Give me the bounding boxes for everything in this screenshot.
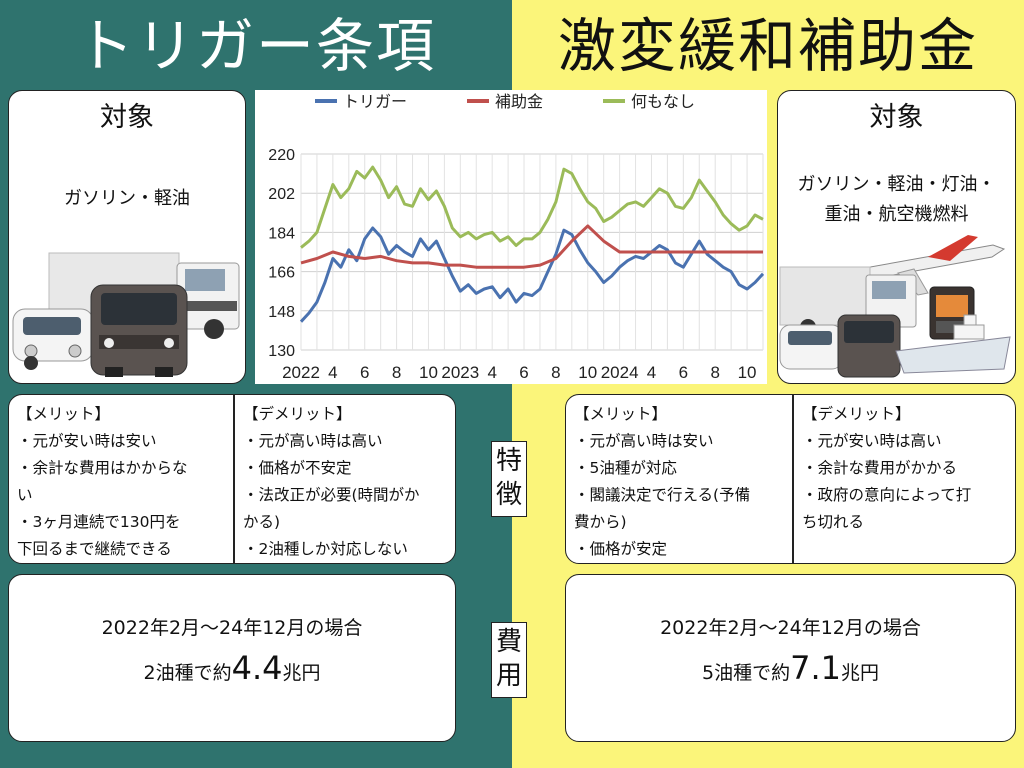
ship-image [895,314,1011,374]
left-merit-item: ・元が安い時は安い [17,432,157,450]
chart-series-line [299,226,765,323]
right-demerit-item: ・政府の意向によって打 [802,486,972,504]
right-merit-item: 費から) [574,513,627,531]
chart-x-tick-label: 4 [328,363,337,382]
left-merit-item: ・3ヶ月連続で130円を [17,513,181,531]
chart-legend-label: 補助金 [495,93,543,111]
right-target-heading: 対象 [869,102,924,133]
chart-x-tick-label: 8 [710,363,719,382]
trigger-clause-title: トリガー条項 [75,12,436,80]
dark-kei-car-image [90,284,188,377]
right-demerit-heading: 【デメリット】 [802,405,911,423]
dark-kei-car-image [837,314,901,378]
left-cost-card: 2022年2月〜24年12月の場合 2油種で約4.4兆円 [8,574,456,742]
chart-y-tick-label: 220 [268,147,295,164]
left-demerit-column: 【デメリット】 ・元が高い時は高い ・価格が不安定 ・法改正が必要(時間がか か… [235,395,455,563]
left-merits-card: 【メリット】 ・元が安い時は安い ・余計な費用はかからな い ・3ヶ月連続で13… [8,394,456,564]
right-vehicles-illustration [779,235,1011,378]
right-cost-suffix: 兆円 [840,662,879,684]
fuel-price-chart: 130 148 166 184 202 220 2022 4 6 8 10 2023 4 6 8 10 2024… [255,90,767,384]
right-cost-value: 7.1 [790,649,841,687]
left-cost-amount: 2油種で約4.4兆円 [9,649,455,687]
left-merit-item: 下回るまで継続できる [17,540,172,558]
chart-x-tick-label: 6 [679,363,688,382]
right-cost-card: 2022年2月〜24年12月の場合 5油種で約7.1兆円 [565,574,1016,742]
right-merit-item: ・閣議決定で行える(予備 [574,486,751,504]
chart-y-tick-label: 184 [268,225,295,242]
chart-x-tick-label: 4 [647,363,656,382]
cost-label-char: 用 [495,661,522,691]
chart-y-tick-label: 202 [268,186,295,203]
right-merit-column: 【メリット】 ・元が高い時は安い ・5油種が対応 ・閣議決定で行える(予備 費か… [566,395,792,563]
chart-x-tick-label: 10 [738,363,757,382]
chart-x-tick-label: 6 [519,363,528,382]
right-target-card: 対象 ガソリン・軽油・灯油・ 重油・航空機燃料 [777,90,1016,384]
right-demerit-item: ・余計な費用がかかる [802,459,958,477]
subsidy-title: 激変緩和補助金 [557,12,978,80]
left-vehicles-illustration [12,252,240,377]
left-merit-column: 【メリット】 ・元が安い時は安い ・余計な費用はかからな い ・3ヶ月連続で13… [9,395,233,563]
left-demerit-item: ・2油種しか対応しない [243,540,408,558]
features-label-char: 徴 [495,480,522,510]
left-target-card: 対象 ガソリン・軽油 [8,90,246,384]
chart-legend-label: トリガー [343,93,407,111]
left-demerit-item: ・価格が不安定 [243,459,352,477]
right-merit-heading: 【メリット】 [574,405,668,423]
left-merits-divider [233,395,235,563]
left-target-text: ガソリン・軽油 [64,188,190,209]
chart-series-line [300,224,763,269]
white-kei-car-image [12,308,94,370]
chart-x-tick-label: 2023 [441,363,479,382]
left-merit-item: い [17,486,33,504]
left-cost-period: 2022年2月〜24年12月の場合 [101,617,363,639]
left-demerit-heading: 【デメリット】 [243,405,352,423]
right-demerit-item: ・元が安い時は高い [802,432,942,450]
chart-y-tick-label: 130 [268,343,295,360]
chart-x-tick-label: 2022 [282,363,320,382]
features-label-char: 特 [495,446,522,476]
left-cost-prefix: 2油種で約 [143,662,232,684]
left-target-heading: 対象 [100,102,154,133]
right-cost-period: 2022年2月〜24年12月の場合 [660,617,921,639]
right-demerit-item: ち切れる [802,513,865,531]
right-merits-card: 【メリット】 ・元が高い時は安い ・5油種が対応 ・閣議決定で行える(予備 費か… [565,394,1016,564]
right-target-text-line2: 重油・航空機燃料 [824,204,969,225]
chart-series-line [300,165,764,249]
left-merit-heading: 【メリット】 [17,405,111,423]
left-demerit-item: ・元が高い時は高い [243,432,383,450]
left-cost-suffix: 兆円 [282,662,321,684]
chart-x-tick-label: 10 [419,363,438,382]
left-merit-item: ・余計な費用はかからな [17,459,188,477]
chart-x-tick-label: 8 [551,363,560,382]
chart-x-tick-label: 2024 [601,363,639,382]
chart-x-tick-label: 8 [392,363,401,382]
right-cost-amount: 5油種で約7.1兆円 [566,649,1015,687]
chart-y-tick-label: 148 [268,304,295,321]
left-demerit-item: ・法改正が必要(時間がか [243,486,420,504]
chart-x-tick-label: 10 [578,363,597,382]
right-target-text-line1: ガソリン・軽油・灯油・ [797,174,996,195]
right-merit-item: ・価格が安定 [574,540,668,558]
cost-label-char: 費 [495,627,522,657]
chart-x-tick-label: 4 [487,363,496,382]
left-demerit-item: かる) [243,513,281,531]
chart-x-tick-label: 6 [360,363,369,382]
chart-y-tick-label: 166 [268,265,295,282]
right-demerit-column: 【デメリット】 ・元が安い時は高い ・余計な費用がかかる ・政府の意向によって打… [794,395,1015,563]
right-merits-divider [792,395,794,563]
chart-legend-label: 何もなし [631,93,695,111]
right-cost-prefix: 5油種で約 [702,662,791,684]
left-cost-value: 4.4 [231,649,283,687]
right-merit-item: ・5油種が対応 [574,459,677,477]
features-label: 特 徴 [491,441,527,517]
right-merit-item: ・元が高い時は安い [574,432,714,450]
white-kei-car-image [779,324,843,370]
cost-label: 費 用 [491,622,527,698]
